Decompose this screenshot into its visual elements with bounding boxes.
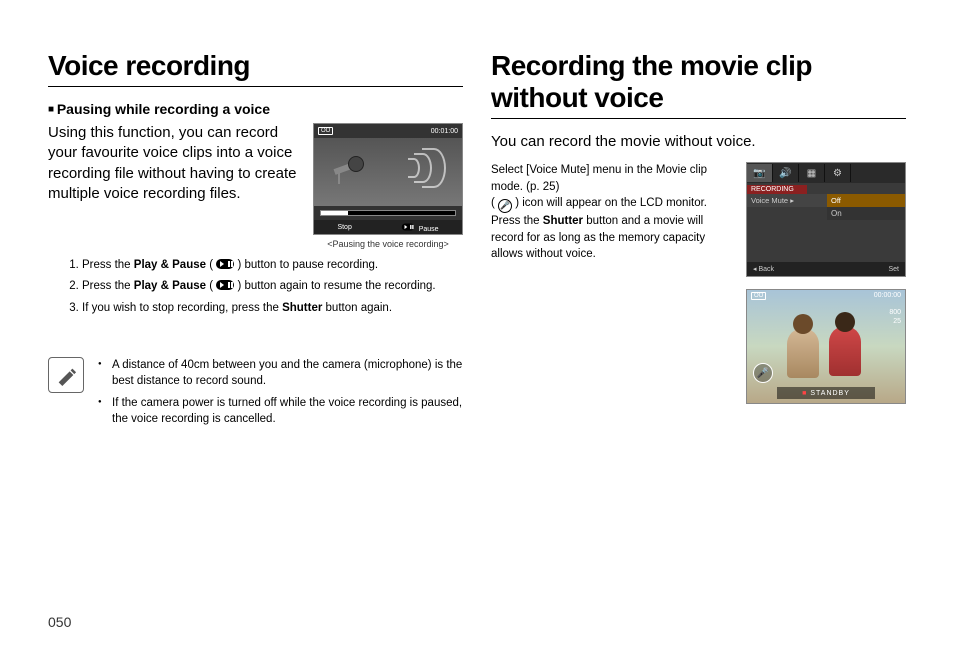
step-1: Press the Play & Pause ( ) button to pau… <box>82 257 463 274</box>
tab-display-icon: ▦ <box>799 164 825 182</box>
intro-text-right: You can record the movie without voice. <box>491 133 906 150</box>
tab-settings-icon: ⚙ <box>825 164 851 182</box>
step-3: If you wish to stop recording, press the… <box>82 300 463 317</box>
timer-text: 00:01:00 <box>431 128 458 135</box>
preview-image <box>777 320 877 380</box>
screens-column: 📷 🔊 ▦ ⚙ RECORDING Voice Mute ▸ Off On <box>746 162 906 404</box>
menu-section-label: RECORDING <box>747 185 807 194</box>
menu-item-voice-mute: Voice Mute ▸ <box>747 194 827 207</box>
tab-camera-icon: 📷 <box>747 164 773 182</box>
movie-badge: OO <box>751 292 766 300</box>
left-column: Voice recording Pausing while recording … <box>48 50 463 433</box>
standby-timer: 00:00:00 <box>874 292 901 300</box>
menu-tabs: 📷 🔊 ▦ ⚙ <box>747 163 905 183</box>
page-number: 050 <box>48 614 71 630</box>
progress-bar <box>320 210 456 216</box>
pause-label: Pause <box>419 226 439 233</box>
description-text: Select [Voice Mute] menu in the Movie cl… <box>491 162 734 263</box>
mute-indicator-icon: 🎤 <box>753 363 773 383</box>
lcd-screen-voice: OO 00:01:00 <box>313 123 463 235</box>
heading-movie-clip: Recording the movie clip without voice <box>491 50 906 119</box>
lcd-screen-menu: 📷 🔊 ▦ ⚙ RECORDING Voice Mute ▸ Off On <box>746 162 906 277</box>
lcd-figure-voice: OO 00:01:00 <box>313 123 463 249</box>
note-item-2: If the camera power is turned off while … <box>98 395 463 427</box>
step-2: Press the Play & Pause ( ) button again … <box>82 278 463 295</box>
lcd-screen-standby: OO 00:00:00 800 25 🎤 STANDBY <box>746 289 906 404</box>
microphone-icon <box>334 156 364 186</box>
menu-option-on: On <box>827 207 905 220</box>
subheading-pausing: Pausing while recording a voice <box>48 101 463 117</box>
menu-set: Set <box>888 266 899 273</box>
play-pause-icon <box>401 223 414 230</box>
tab-sound-icon: 🔊 <box>773 164 799 182</box>
note-item-1: A distance of 40cm between you and the c… <box>98 357 463 389</box>
heading-voice-recording: Voice recording <box>48 50 463 87</box>
sound-waves-icon <box>400 144 456 192</box>
play-pause-icon <box>216 259 234 269</box>
right-column: Recording the movie clip without voice Y… <box>491 50 906 433</box>
standby-info: 800 25 <box>889 308 901 326</box>
intro-text: Using this function, you can record your… <box>48 123 301 204</box>
mute-icon: 🎤 <box>498 199 512 213</box>
menu-option-off: Off <box>827 194 905 207</box>
note-box: A distance of 40cm between you and the c… <box>48 357 463 433</box>
mode-badge: OO <box>318 127 333 135</box>
note-icon <box>48 357 84 393</box>
figure-caption: <Pausing the voice recording> <box>313 239 463 249</box>
play-pause-icon <box>216 280 234 290</box>
steps-list: Press the Play & Pause ( ) button to pau… <box>82 257 463 317</box>
standby-label: STANDBY <box>777 387 875 399</box>
menu-back: ◂ Back <box>753 265 774 273</box>
stop-label: Stop <box>337 224 351 231</box>
